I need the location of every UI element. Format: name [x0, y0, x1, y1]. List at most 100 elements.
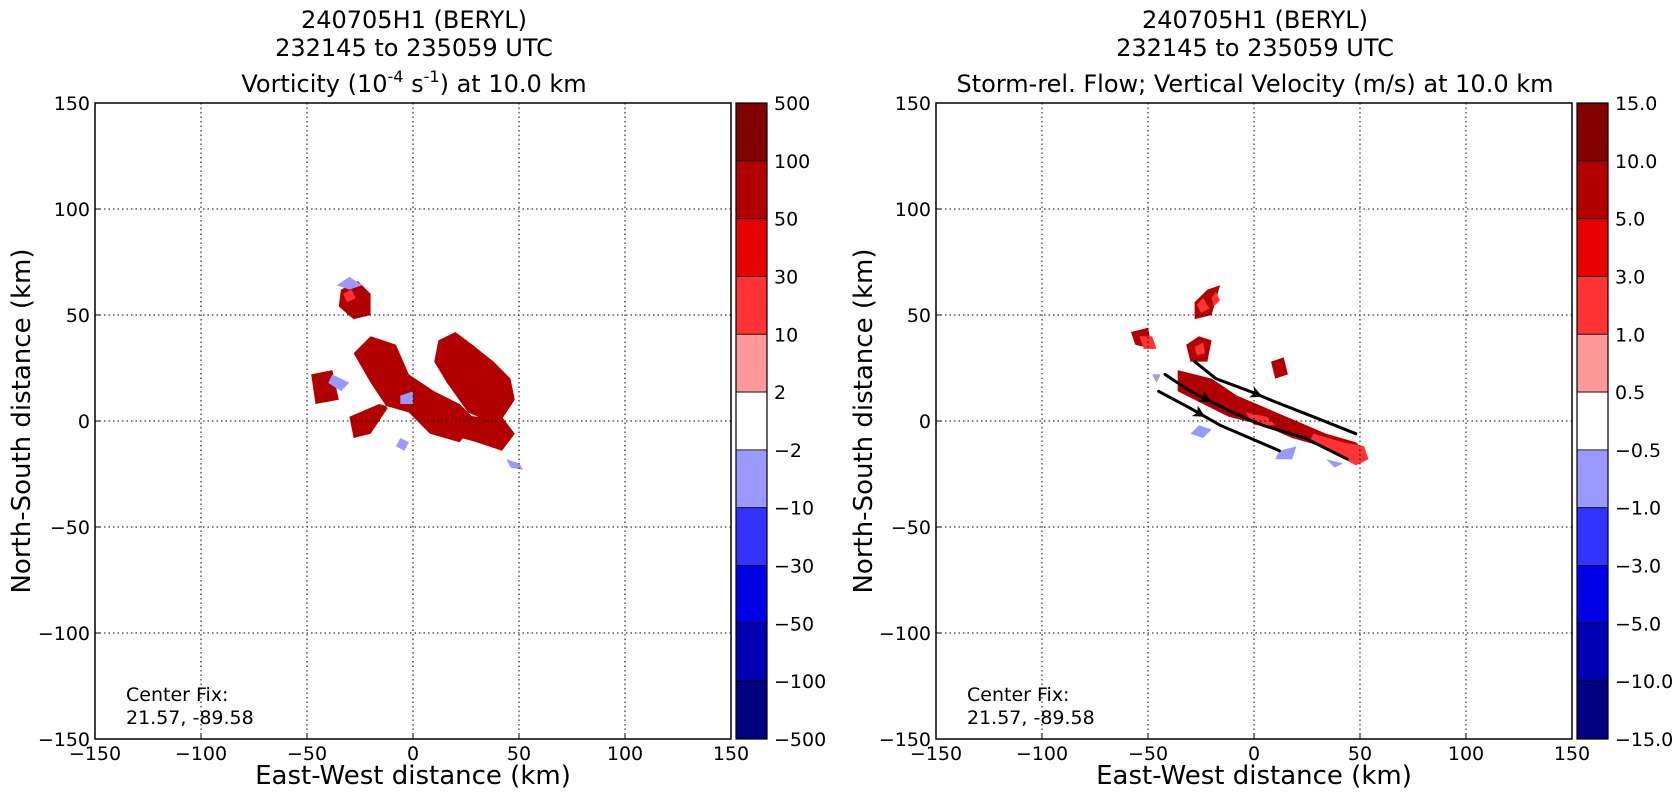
- vorticity-colorbar-segment: [735, 391, 768, 451]
- velocity-colorbar-label: 15.0: [1615, 93, 1657, 115]
- velocity-colorbar-segment: [1576, 449, 1609, 509]
- velocity-x-ticks: −150 −100 −50 0 50 100 150: [910, 733, 1590, 765]
- vorticity-ylabel: North-South distance (km): [7, 248, 37, 593]
- velocity-region-12: [1275, 446, 1297, 460]
- velocity-xtick-label: 50: [1348, 743, 1372, 765]
- vertical-velocity-panel: 240705H1 (BERYL) 232145 to 235059 UTC St…: [849, 6, 1673, 791]
- vorticity-colorbar-segment: [735, 565, 768, 624]
- velocity-ytick-label: 0: [919, 411, 931, 433]
- velocity-colorbar: 15.0 10.0 5.0 3.0 1.0 0.5 −0.5 −1.0 −3.0 −5.0 −10.…: [1576, 93, 1673, 751]
- vorticity-ytick-label: −50: [50, 517, 90, 539]
- vorticity-colorbar-label: 10: [774, 324, 798, 346]
- velocity-region-14: [1152, 374, 1161, 383]
- vorticity-center-fix-label: Center Fix:: [126, 684, 228, 706]
- vorticity-ytick-label: 150: [54, 93, 90, 115]
- vorticity-colorbar-label: −30: [774, 556, 814, 578]
- velocity-streamline-2: [1157, 389, 1281, 453]
- velocity-ytick-label: 150: [895, 93, 931, 115]
- velocity-ytick-label: −100: [879, 623, 931, 645]
- velocity-colorbar-segment: [1576, 622, 1609, 682]
- velocity-region-8: [1194, 342, 1206, 356]
- vorticity-region-9: [506, 459, 524, 470]
- velocity-title-line-3: Storm-rel. Flow; Vertical Velocity (m/s)…: [957, 70, 1554, 98]
- vorticity-colorbar-label: −10: [774, 498, 814, 520]
- velocity-ylabel: North-South distance (km): [849, 248, 879, 593]
- vorticity-colorbar-label: −500: [774, 729, 826, 751]
- velocity-region-11: [1190, 425, 1212, 438]
- vorticity-title-sup2: -1: [424, 67, 440, 86]
- vorticity-xtick-label: 50: [507, 743, 531, 765]
- vorticity-title-line-2: 232145 to 235059 UTC: [275, 34, 553, 62]
- velocity-xtick-label: −50: [1128, 743, 1168, 765]
- vorticity-colorbar-segment: [735, 218, 768, 277]
- velocity-colorbar-label: 5.0: [1615, 209, 1645, 231]
- vorticity-colorbar-frame: [735, 102, 768, 740]
- vorticity-ytick-label: 0: [78, 411, 90, 433]
- velocity-colorbar-segment: [1576, 218, 1609, 277]
- velocity-xtick-label: −150: [910, 743, 962, 765]
- vorticity-region-10: [396, 438, 409, 451]
- vorticity-title-line-3: Vorticity (10-4 s-1) at 10.0 km: [241, 67, 586, 98]
- velocity-ytick-label: 100: [895, 199, 931, 221]
- velocity-region-6: [1211, 291, 1221, 307]
- velocity-colorbar-label: −15.0: [1615, 729, 1673, 751]
- vorticity-region-6: [336, 276, 363, 290]
- velocity-streamlines: [1157, 360, 1358, 461]
- velocity-streamline-arrow-2: [1191, 405, 1206, 417]
- vorticity-y-ticks: 150 100 50 0 −50 −100 −150: [38, 93, 101, 751]
- vorticity-xtick-label: −100: [175, 743, 227, 765]
- velocity-center-fix-label: Center Fix:: [967, 684, 1069, 706]
- vorticity-region-7: [328, 374, 350, 392]
- vorticity-ytick-label: 100: [54, 199, 90, 221]
- vorticity-x-ticks: −150 −100 −50 0 50 100 150: [69, 733, 749, 765]
- vorticity-ytick-label: 50: [66, 305, 90, 327]
- velocity-colorbar-segment: [1576, 276, 1609, 335]
- vorticity-colorbar-label: −2: [774, 440, 802, 462]
- vorticity-colorbar-label: −100: [774, 671, 826, 693]
- vorticity-xtick-label: 150: [713, 743, 749, 765]
- vorticity-colorbar-segment: [735, 276, 768, 335]
- vorticity-xtick-label: 0: [407, 743, 419, 765]
- vorticity-colorbar: 500 100 50 30 10 2 −2 −10 −30 −50 −100 −500: [735, 93, 826, 751]
- velocity-region-13: [1326, 459, 1343, 468]
- vorticity-colorbar-segment: [735, 160, 768, 220]
- vorticity-center-fix-value: 21.57, -89.58: [126, 707, 254, 729]
- vorticity-colorbar-label: 30: [774, 266, 798, 288]
- velocity-colorbar-segment: [1576, 102, 1609, 162]
- velocity-title-line-2: 232145 to 235059 UTC: [1116, 34, 1394, 62]
- vorticity-colorbar-label: −50: [774, 613, 814, 635]
- vorticity-region-3: [421, 412, 515, 451]
- velocity-region-9: [1309, 433, 1369, 466]
- vorticity-colorbar-segment: [735, 680, 768, 740]
- velocity-region-5: [1196, 298, 1210, 313]
- vorticity-colorbar-label: 500: [774, 93, 810, 115]
- vorticity-colorbar-segment: [735, 333, 768, 393]
- velocity-xtick-label: 150: [1554, 743, 1590, 765]
- velocity-colorbar-segment: [1576, 680, 1609, 740]
- velocity-center-fix-value: 21.57, -89.58: [967, 707, 1095, 729]
- velocity-colorbar-label: −0.5: [1615, 440, 1661, 462]
- velocity-ytick-label: −150: [879, 729, 931, 751]
- velocity-regions: [1131, 285, 1369, 468]
- vorticity-title-line-1: 240705H1 (BERYL): [301, 6, 527, 34]
- velocity-colorbar-label: 0.5: [1615, 382, 1645, 404]
- velocity-colorbar-label: −3.0: [1615, 556, 1661, 578]
- velocity-region-3: [1271, 357, 1288, 379]
- velocity-colorbar-label: −1.0: [1615, 498, 1661, 520]
- vorticity-panel: 240705H1 (BERYL) 232145 to 235059 UTC Vo…: [7, 6, 826, 791]
- velocity-colorbar-label: 3.0: [1615, 266, 1645, 288]
- velocity-xtick-label: −100: [1016, 743, 1068, 765]
- velocity-xtick-label: 100: [1448, 743, 1484, 765]
- vorticity-colorbar-segment: [735, 449, 768, 509]
- velocity-streamline-0: [1193, 360, 1358, 436]
- vorticity-region-5: [343, 289, 356, 303]
- velocity-colorbar-label: −10.0: [1615, 671, 1673, 693]
- velocity-title-line-1: 240705H1 (BERYL): [1142, 6, 1368, 34]
- vorticity-colorbar-segment: [735, 622, 768, 682]
- vorticity-ytick-label: −150: [38, 729, 90, 751]
- vorticity-region-2: [434, 332, 515, 426]
- vorticity-xlabel: East-West distance (km): [255, 761, 571, 791]
- velocity-streamline-arrow-1: [1198, 391, 1212, 402]
